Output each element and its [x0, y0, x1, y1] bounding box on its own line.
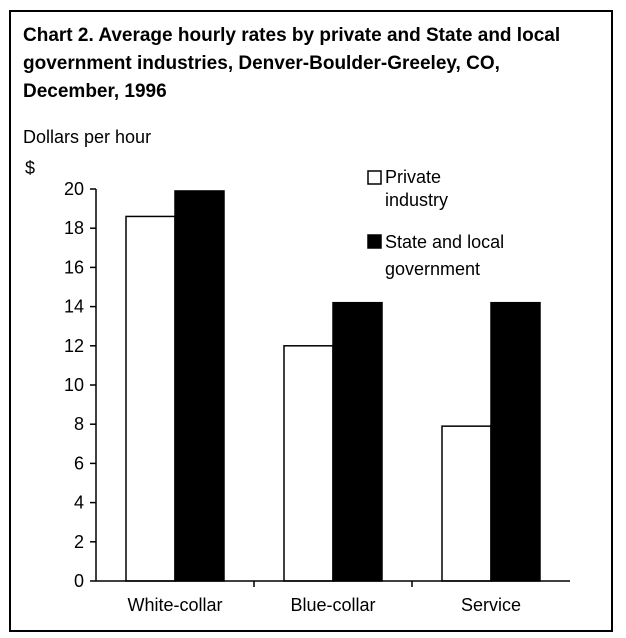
bar-government [490, 301, 541, 582]
y-tick-label: 16 [64, 257, 84, 277]
y-tick-label: 12 [64, 336, 84, 356]
legend-swatch-private [367, 170, 382, 185]
legend: Private industry State and local governm… [367, 167, 504, 279]
y-axis-label: Dollars per hour [23, 127, 152, 147]
y-tick-label: 8 [74, 414, 84, 434]
bars-group [125, 190, 541, 582]
bar-private [283, 345, 334, 582]
x-tick-label: White-collar [127, 595, 222, 615]
y-tick-label: 10 [64, 375, 84, 395]
legend-label-government-line1: State and local [385, 232, 504, 252]
y-tick-label: 14 [64, 297, 84, 317]
y-tick-label: 2 [74, 532, 84, 552]
legend-label-private-line1: Private [385, 167, 441, 187]
bar-private [441, 425, 492, 582]
y-axis-unit: $ [25, 158, 36, 178]
legend-label-private-line2: industry [385, 190, 448, 210]
y-tick-label: 0 [74, 571, 84, 591]
bar-private [125, 215, 176, 582]
y-tick-label: 18 [64, 218, 84, 238]
bar-government [174, 190, 225, 582]
y-tick-label: 6 [74, 453, 84, 473]
y-tick-label: 4 [74, 493, 84, 513]
x-tick-label: Service [461, 595, 521, 615]
axes-group: 0 2 4 6 8 10 12 14 16 18 20 White-collar Blue-collar… [64, 179, 570, 615]
x-tick-label: Blue-collar [290, 595, 375, 615]
legend-swatch-government [367, 234, 382, 249]
legend-label-government-line2: government [385, 259, 480, 279]
chart-title: Chart 2. Average hourly rates by private… [23, 25, 561, 102]
y-tick-label: 20 [64, 179, 84, 199]
bar-government [332, 301, 383, 582]
